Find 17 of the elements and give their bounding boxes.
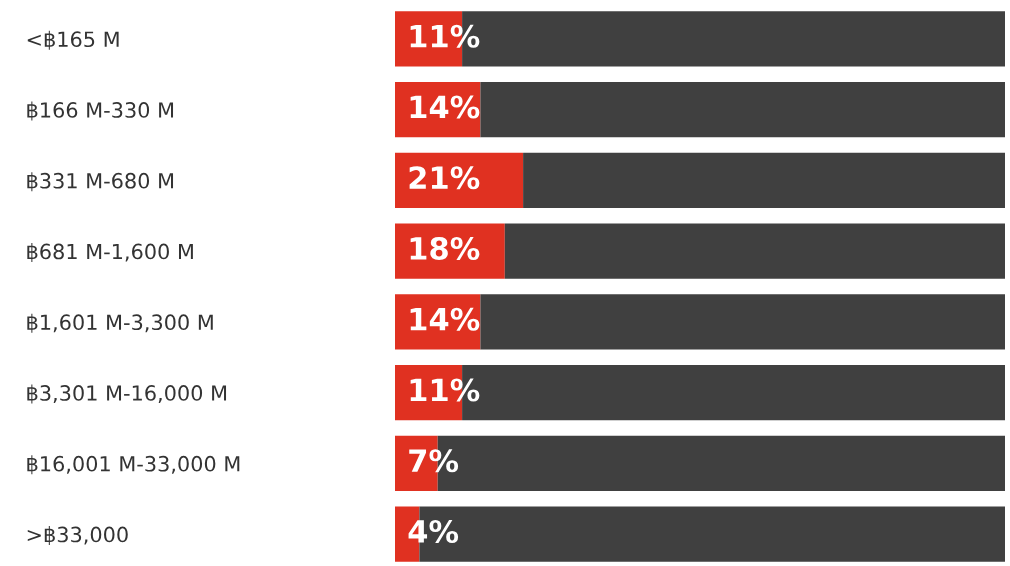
- y-tick-label: ฿331 M-680 M: [27, 172, 174, 192]
- y-tick-label: ฿166 M-330 M: [27, 101, 174, 121]
- y-tick-label: ฿681 M-1,600 M: [27, 243, 193, 262]
- bar: [523, 152, 1005, 209]
- y-tick-label: ฿16,001 M-33,000 M: [27, 455, 240, 475]
- bar: [504, 223, 1005, 279]
- bar: [480, 294, 1005, 350]
- data-label: 14%: [410, 95, 480, 119]
- y-tick-label: ฿3,301 M-16,000 M: [27, 384, 227, 404]
- data-label: 18%: [410, 236, 480, 261]
- data-label: 21%: [409, 166, 480, 190]
- y-tick-label: >฿33,000: [27, 526, 128, 545]
- y-tick-label: ฿1,601 M-3,300 M: [27, 313, 213, 333]
- bar: [395, 152, 524, 209]
- y-tick-label: <฿165 M: [27, 30, 119, 50]
- data-label: 14%: [410, 307, 480, 331]
- bar: [480, 82, 1005, 138]
